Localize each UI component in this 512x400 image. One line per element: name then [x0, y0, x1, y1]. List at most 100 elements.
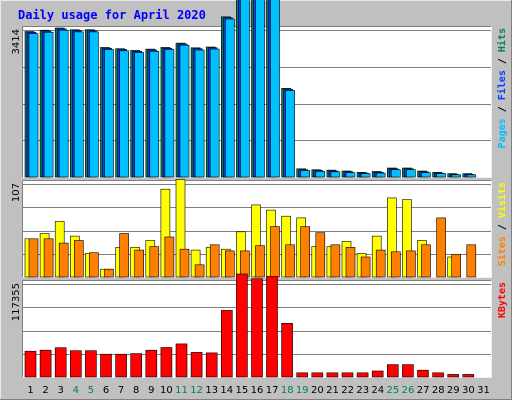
- bar-kbytes-day-10: [160, 347, 173, 378]
- x-tick-label-31: 31: [477, 385, 490, 396]
- bar-pages-day-1: [28, 33, 39, 178]
- bar-sites-day-20: [315, 232, 326, 278]
- panel-visits: 107 Sites / Visits: [11, 179, 508, 278]
- x-tick-label-18: 18: [281, 385, 294, 396]
- bar-pages-day-14: [225, 18, 235, 178]
- bar-kbytes-day-23: [356, 372, 369, 378]
- bar-sites-day-25: [390, 251, 401, 278]
- legend-separator: /: [497, 218, 508, 236]
- bar-pages-day-29: [451, 174, 462, 178]
- bar-pages-day-20: [315, 171, 326, 178]
- x-tick-label-29: 29: [447, 385, 460, 396]
- bar-pages-day-2: [43, 31, 54, 178]
- chart-title: Daily usage for April 2020: [18, 8, 206, 22]
- bar-sites-day-23: [360, 256, 371, 278]
- bar-sites-day-3: [58, 242, 69, 278]
- bar-pages-day-24: [375, 172, 386, 178]
- bar-kbytes-day-2: [39, 349, 52, 378]
- bar-kbytes-day-28: [432, 372, 444, 378]
- x-tick-label-10: 10: [160, 385, 173, 396]
- bar-sites-day-29: [451, 254, 462, 278]
- x-tick-label-24: 24: [371, 385, 384, 396]
- x-tick-label-1: 1: [27, 385, 33, 396]
- x-tick-label-27: 27: [417, 385, 430, 396]
- bar-kbytes-day-19: [296, 372, 309, 378]
- bar-sites-day-19: [300, 226, 311, 278]
- x-tick-label-17: 17: [266, 385, 279, 396]
- x-tick-label-20: 20: [311, 385, 324, 396]
- panel-kbytes-legend: KBytes: [497, 282, 508, 318]
- bar-pages-day-25: [390, 169, 401, 178]
- bar-pages-day-23: [360, 173, 371, 178]
- bar-kbytes-day-25: [386, 364, 399, 378]
- bar-pages-day-15: [240, 0, 250, 178]
- bar-kbytes-day-26: [402, 364, 414, 378]
- bar-kbytes-day-13: [205, 352, 218, 378]
- bar-sites-day-13: [209, 244, 220, 278]
- bar-pages-day-12: [194, 49, 205, 178]
- bar-kbytes-day-17: [266, 276, 278, 378]
- x-tick-label-25: 25: [387, 385, 400, 396]
- bar-sites-day-4: [74, 240, 84, 278]
- bar-kbytes-day-24: [371, 370, 384, 378]
- bar-sites-day-16: [255, 245, 265, 278]
- bar-sites-day-14: [225, 250, 235, 278]
- bar-pages-day-27: [421, 172, 431, 178]
- bar-kbytes-day-12: [190, 352, 203, 378]
- bar-pages-day-16: [255, 0, 265, 178]
- legend-visits: Visits: [496, 182, 508, 218]
- bar-kbytes-day-20: [311, 372, 324, 378]
- bar-kbytes-day-3: [54, 347, 67, 378]
- x-tick-label-30: 30: [462, 385, 475, 396]
- bar-kbytes-day-22: [341, 372, 354, 378]
- x-tick-label-23: 23: [356, 385, 369, 396]
- x-tick-label-7: 7: [118, 385, 124, 396]
- bar-kbytes-day-27: [417, 369, 429, 378]
- x-tick-label-4: 4: [73, 385, 79, 396]
- legend-separator: /: [497, 100, 508, 118]
- bar-pages-day-22: [345, 172, 356, 178]
- bar-pages-day-4: [74, 31, 84, 178]
- x-tick-label-21: 21: [326, 385, 339, 396]
- bar-sites-day-5: [89, 252, 99, 278]
- bar-sites-day-18: [285, 244, 295, 278]
- x-tick-label-6: 6: [103, 385, 109, 396]
- panel-visits-legend: Sites / Visits: [496, 182, 508, 266]
- bar-pages-day-9: [149, 50, 160, 178]
- bar-sites-day-27: [421, 244, 431, 278]
- x-tick-label-9: 9: [148, 385, 154, 396]
- panel-visits-ymax-label: 107: [11, 183, 22, 202]
- bar-kbytes-day-21: [326, 372, 339, 378]
- bar-kbytes-day-5: [85, 350, 97, 378]
- bar-kbytes-day-1: [24, 350, 37, 378]
- bar-sites-day-17: [270, 226, 280, 278]
- bar-sites-day-28: [436, 217, 446, 278]
- bar-pages-day-5: [89, 31, 99, 178]
- bar-sites-day-11: [179, 248, 190, 278]
- bar-sites-day-26: [406, 250, 416, 278]
- x-tick-label-14: 14: [220, 385, 233, 396]
- bar-pages-day-10: [164, 49, 175, 178]
- bar-pages-day-18: [285, 90, 295, 178]
- bar-kbytes-day-7: [115, 353, 127, 378]
- bar-sites-day-6: [104, 268, 114, 278]
- bar-pages-day-11: [179, 44, 190, 178]
- bar-sites-day-2: [43, 238, 54, 278]
- bar-pages-day-17: [270, 0, 280, 178]
- x-axis: 1 2 3 4 5 6 7 8 9 10 11 12 13 14 15 16 17 18 19 20 21 22 23 24 2…: [27, 385, 490, 396]
- bar-kbytes-day-29: [447, 374, 460, 378]
- bar-sites-day-15: [240, 250, 250, 278]
- bar-kbytes-day-6: [100, 353, 112, 378]
- bar-kbytes-day-14: [221, 310, 233, 378]
- bar-sites-day-24: [375, 249, 386, 278]
- bar-kbytes-day-8: [130, 353, 142, 378]
- legend-kbytes: KBytes: [497, 282, 508, 318]
- legend-hits: Hits: [496, 28, 508, 52]
- x-tick-label-5: 5: [88, 385, 94, 396]
- bar-sites-day-10: [164, 236, 175, 278]
- legend-separator: /: [497, 52, 508, 70]
- legend-sites: Sites: [496, 236, 508, 266]
- bar-pages-day-21: [330, 171, 341, 178]
- bar-pages-day-8: [134, 52, 144, 178]
